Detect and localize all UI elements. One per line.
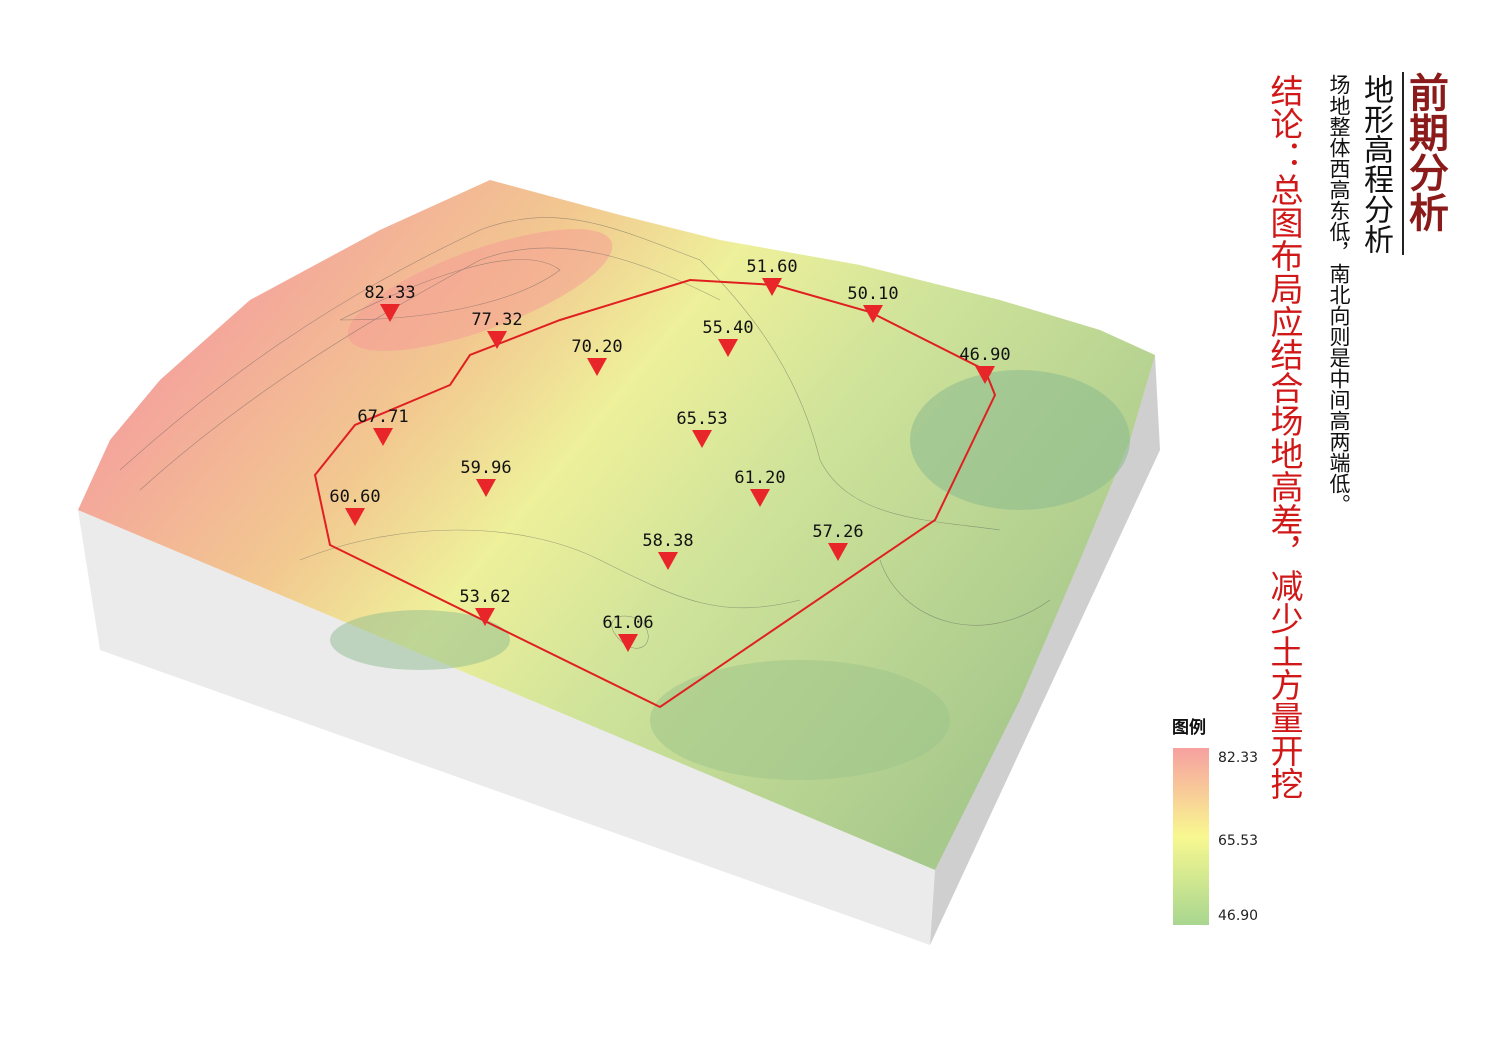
- title: 前期分析: [1402, 72, 1449, 232]
- elevation-label: 70.20: [571, 337, 622, 357]
- elevation-marker: [975, 366, 995, 384]
- legend-label: 46.90: [1218, 908, 1258, 924]
- elevation-label: 77.32: [471, 310, 522, 330]
- elevation-label: 60.60: [329, 487, 380, 507]
- elevation-label: 57.26: [812, 522, 863, 542]
- elevation-marker: [863, 305, 883, 323]
- low-zone: [910, 370, 1130, 510]
- high-zone: [347, 229, 613, 351]
- legend-gradient: [1173, 748, 1209, 925]
- elevation-label: 51.60: [746, 257, 797, 277]
- low-zone: [330, 610, 510, 670]
- left-face: [78, 510, 935, 945]
- elevation-marker: [476, 479, 496, 497]
- elevation-label: 58.38: [642, 531, 693, 551]
- contours: [119, 217, 1051, 649]
- elevation-label: 59.96: [460, 458, 511, 478]
- elevation-marker: [587, 358, 607, 376]
- legend-label: 65.53: [1218, 833, 1258, 849]
- elevation-marker: [718, 339, 738, 357]
- elevation-label: 46.90: [959, 345, 1010, 365]
- elevation-marker: [828, 543, 848, 561]
- conclusion: 结论：总图布局应结合场地高差，减少土方量开挖: [1265, 74, 1304, 800]
- elevation-marker: [618, 634, 638, 652]
- elevation-label: 50.10: [847, 284, 898, 304]
- elevation-label: 55.40: [702, 318, 753, 338]
- elevation-marker: [345, 508, 365, 526]
- elevation-marker: [373, 428, 393, 446]
- elevation-label: 61.20: [734, 468, 785, 488]
- elevation-marker: [762, 278, 782, 296]
- elevation-marker: [380, 304, 400, 322]
- legend-label: 82.33: [1218, 750, 1258, 766]
- elevation-label: 82.33: [364, 283, 415, 303]
- subtitle: 地形高程分析: [1358, 74, 1393, 254]
- elevation-label: 65.53: [676, 409, 727, 429]
- elevation-marker: [750, 489, 770, 507]
- elevation-marker: [658, 552, 678, 570]
- legend-title: 图例: [1172, 717, 1206, 738]
- elevation-marker: [487, 331, 507, 349]
- low-zone: [650, 660, 950, 780]
- elevation-marker: [692, 430, 712, 448]
- elevation-label: 67.71: [357, 407, 408, 427]
- elevation-label: 61.06: [602, 613, 653, 633]
- elevation-marker: [475, 608, 495, 626]
- description: 场地整体西高东低，南北向则是中间高两端低。: [1327, 74, 1351, 515]
- elevation-label: 53.62: [459, 587, 510, 607]
